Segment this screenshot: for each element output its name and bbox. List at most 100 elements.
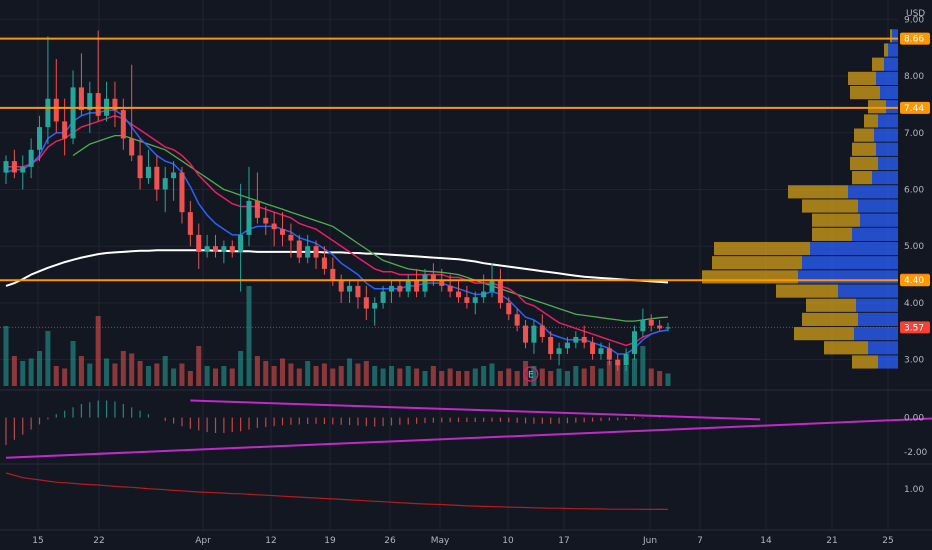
volume-profile-down-bar xyxy=(848,71,876,85)
volume-bar xyxy=(70,341,76,386)
volume-bar xyxy=(422,371,428,386)
time-axis-tick: 15 xyxy=(32,536,43,546)
volume-profile-down-bar xyxy=(812,213,860,227)
volume-bar xyxy=(631,358,637,386)
volume-profile-down-bar xyxy=(702,270,798,284)
macd-histogram-bar xyxy=(474,417,476,423)
volume-bar xyxy=(28,358,34,386)
macd-histogram-bar xyxy=(617,417,619,421)
volume-bar xyxy=(78,356,84,386)
earnings-marker-circle xyxy=(523,366,539,382)
volume-bar xyxy=(20,361,26,386)
time-axis-tick: 21 xyxy=(826,536,837,546)
volume-bar xyxy=(179,363,185,386)
macd-histogram-bar xyxy=(625,417,627,420)
volume-profile-down-bar xyxy=(890,29,892,43)
macd-histogram-bar xyxy=(307,417,309,425)
candle-body xyxy=(187,212,193,235)
candle-body xyxy=(590,342,596,354)
volume-bar xyxy=(280,358,286,386)
macd-histogram-bar xyxy=(240,417,242,432)
macd-histogram-bar xyxy=(13,417,15,440)
volume-bar xyxy=(548,371,554,386)
candle-body xyxy=(380,291,386,303)
volume-profile-up-bar xyxy=(888,43,898,57)
macd-histogram-bar xyxy=(583,417,585,423)
candle-body xyxy=(665,327,671,329)
volume-bar xyxy=(145,366,151,386)
volume-bar xyxy=(338,366,344,386)
volume-profile-up-bar xyxy=(878,156,898,171)
volume-profile-up-bar xyxy=(852,227,898,241)
macd-axis-tick: 0.00 xyxy=(904,414,924,424)
candle-body xyxy=(288,234,294,241)
macd-histogram-bar xyxy=(659,417,661,418)
macd-histogram-bar xyxy=(416,417,418,424)
macd-histogram-bar xyxy=(248,417,250,430)
candle-body xyxy=(62,121,68,139)
volume-bar xyxy=(439,371,445,386)
candle-body xyxy=(305,246,311,258)
volume-bar xyxy=(363,361,369,386)
macd-histogram-bar xyxy=(139,410,141,418)
volume-bar xyxy=(3,326,9,386)
macd-histogram-bar xyxy=(550,417,552,424)
candle-body xyxy=(137,155,143,179)
volume-bar xyxy=(447,368,453,386)
candle-body xyxy=(640,319,646,332)
candle-body xyxy=(372,302,378,309)
macd-histogram-bar xyxy=(642,417,644,419)
ema-mid-line xyxy=(6,115,669,347)
sma-slow-line xyxy=(72,134,669,322)
candle-body xyxy=(506,302,512,315)
volume-profile-down-bar xyxy=(850,156,878,171)
volume-profile-up-bar xyxy=(860,213,898,227)
volume-bar xyxy=(62,368,68,386)
price-axis-tick: 9.00 xyxy=(904,15,924,25)
macd-histogram-bar xyxy=(449,417,451,423)
volume-profile-up-bar xyxy=(880,85,898,100)
volume-bar xyxy=(129,353,135,386)
candle-body xyxy=(514,314,520,326)
price-axis-tick: 4.00 xyxy=(904,299,924,309)
candle-body xyxy=(212,246,219,252)
macd-histogram-bar xyxy=(181,417,183,427)
volume-profile-up-bar xyxy=(838,284,898,298)
volume-bar xyxy=(523,361,529,386)
volume-profile-up-bar xyxy=(892,29,898,43)
time-axis-tick: 22 xyxy=(93,536,104,546)
volume-bar xyxy=(573,366,579,386)
volume-bar xyxy=(53,366,59,386)
volume-bar xyxy=(430,366,436,386)
macd-trend-line xyxy=(190,399,761,421)
volume-bar xyxy=(564,371,570,386)
volume-bar xyxy=(254,356,260,386)
macd-histogram-bar xyxy=(97,400,99,418)
macd-histogram-bar xyxy=(340,417,342,425)
volume-bar xyxy=(288,363,294,386)
candle-body xyxy=(481,291,487,298)
macd-histogram-bar xyxy=(273,417,275,427)
macd-histogram-bar xyxy=(357,417,359,426)
time-axis-tick: 14 xyxy=(760,536,772,546)
price-axis-tick: 3.00 xyxy=(904,356,924,366)
candle-body xyxy=(112,98,118,111)
macd-histogram-bar xyxy=(64,410,66,418)
volume-bar xyxy=(598,368,604,386)
candle-body xyxy=(229,246,235,252)
macd-histogram-bar xyxy=(516,417,518,423)
volume-profile-up-bar xyxy=(868,341,898,355)
macd-histogram-bar xyxy=(114,401,116,418)
price-tag: 8.66 xyxy=(900,32,930,45)
macd-histogram-bar xyxy=(332,417,334,425)
macd-histogram-bar xyxy=(575,417,577,423)
macd-histogram-bar xyxy=(591,417,594,422)
price-tag-box xyxy=(900,101,930,114)
candle-body xyxy=(598,348,604,354)
volume-bar xyxy=(11,356,17,386)
volume-bar xyxy=(95,316,101,386)
macd-axis-tick: -2.00 xyxy=(904,448,928,458)
price-axis-tick: 7.00 xyxy=(904,129,924,139)
